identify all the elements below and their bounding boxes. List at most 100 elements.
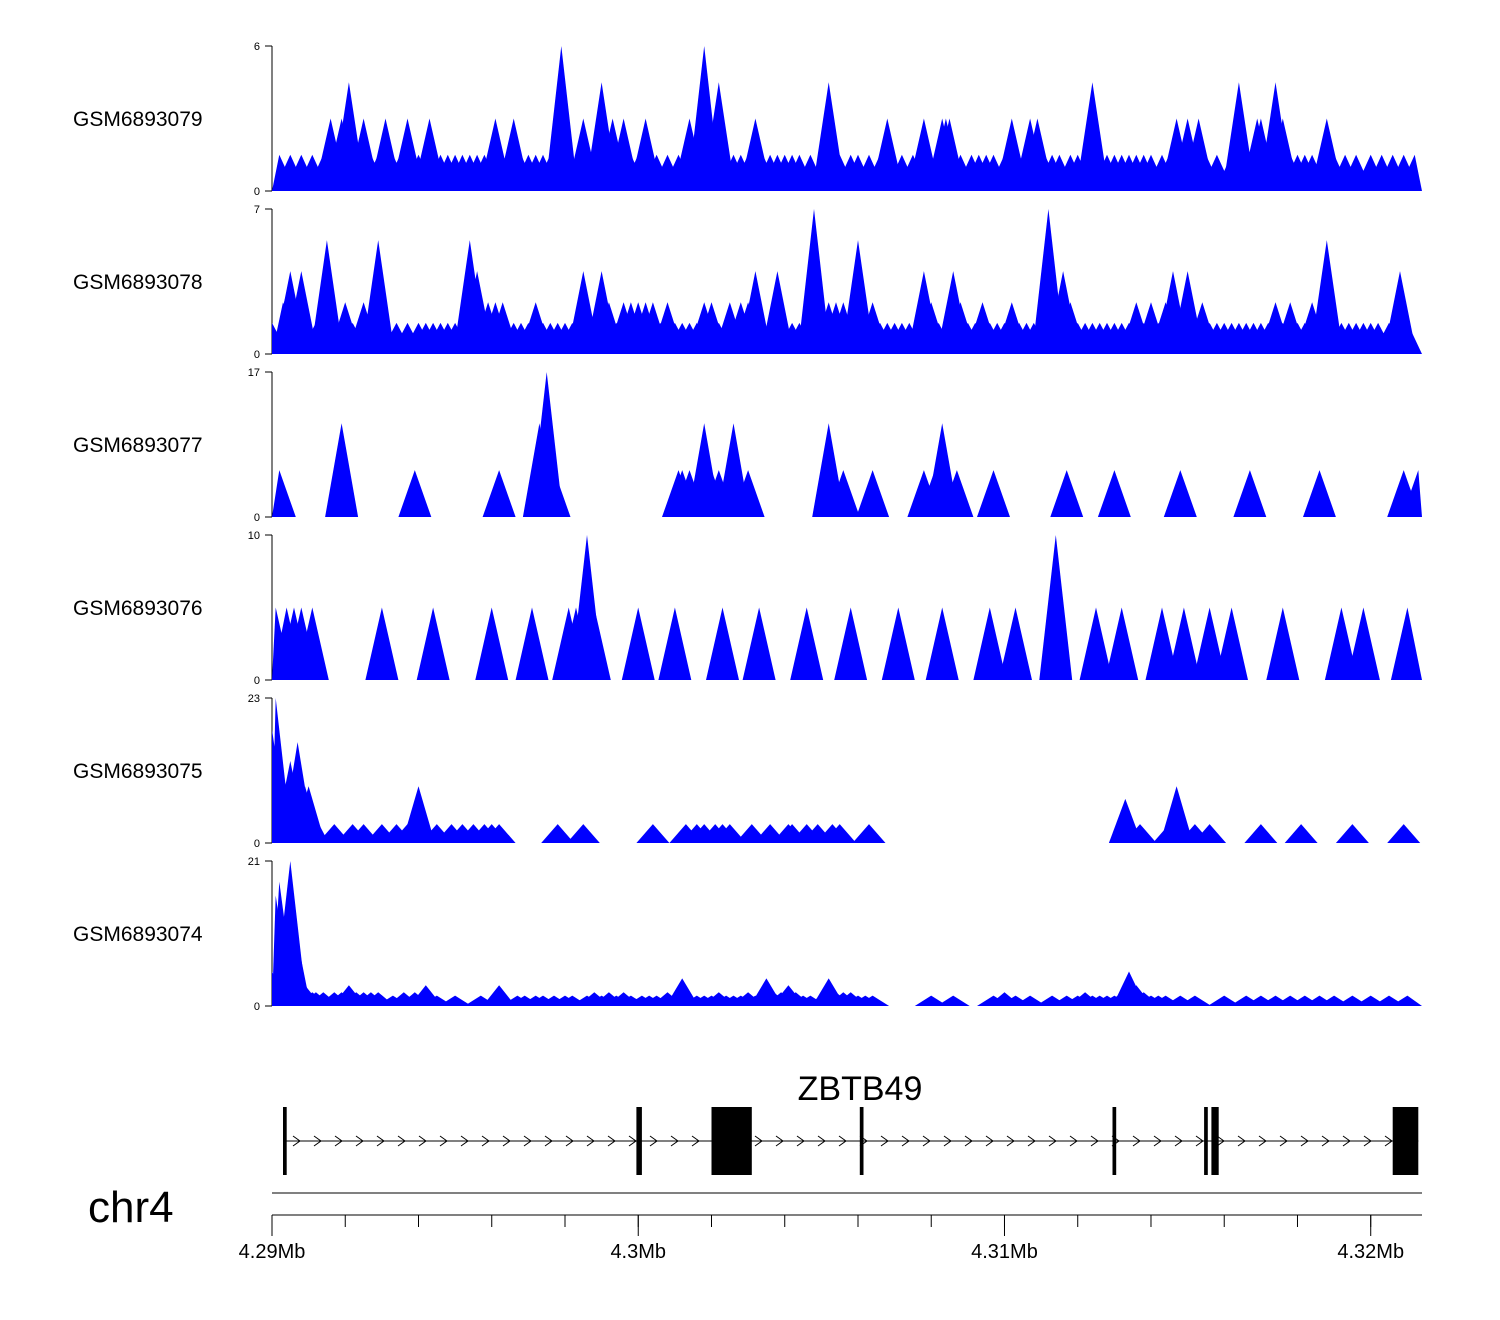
gene-exon xyxy=(636,1107,642,1175)
strand-arrow xyxy=(481,1135,490,1147)
strand-arrow xyxy=(880,1135,889,1147)
track-label: GSM6893075 xyxy=(73,760,203,783)
strand-arrow xyxy=(334,1135,343,1147)
x-axis-tick-label: 4.31Mb xyxy=(971,1241,1038,1263)
gene-name: ZBTB49 xyxy=(798,1070,923,1108)
coverage-area xyxy=(272,209,1422,354)
coverage-peak xyxy=(1390,995,1422,1006)
strand-arrow xyxy=(796,1135,805,1147)
coverage-peak xyxy=(365,607,399,680)
strand-arrow xyxy=(943,1135,952,1147)
strand-arrow xyxy=(817,1135,826,1147)
coverage-peak xyxy=(482,985,516,1006)
coverage-peak xyxy=(823,824,857,843)
coverage-peak xyxy=(566,824,600,843)
y-axis-max-label: 10 xyxy=(248,530,260,542)
strand-arrow xyxy=(1132,1135,1141,1147)
coverage-peak xyxy=(834,607,868,680)
coverage-peak xyxy=(1390,322,1422,354)
y-axis-min-label: 0 xyxy=(254,349,260,361)
strand-arrow xyxy=(964,1135,973,1147)
strand-arrow xyxy=(922,1135,931,1147)
coverage-peak xyxy=(1145,607,1179,680)
coverage-peak xyxy=(416,607,450,680)
track-gsm6893075: GSM6893075 23 0 xyxy=(73,693,1421,850)
coverage-peak xyxy=(1387,824,1421,843)
gene-exon xyxy=(711,1107,752,1175)
strand-arrow xyxy=(1195,1135,1204,1147)
strand-arrow xyxy=(775,1135,784,1147)
strand-arrow xyxy=(292,1135,301,1147)
coverage-peak xyxy=(1167,607,1201,680)
coverage-peak xyxy=(1039,535,1073,680)
y-axis-max-label: 6 xyxy=(254,41,260,53)
strand-arrow xyxy=(1384,1135,1393,1147)
coverage-peak xyxy=(856,995,890,1006)
strand-arrow xyxy=(1006,1135,1015,1147)
track-gsm6893079: GSM6893079 6 0 xyxy=(73,41,1422,198)
y-axis-min-label: 0 xyxy=(254,512,260,524)
y-axis-min-label: 0 xyxy=(254,186,260,198)
coverage-peak xyxy=(826,470,860,517)
coverage-peak xyxy=(977,470,1010,517)
gene-exon xyxy=(1392,1107,1419,1175)
coverage-peak xyxy=(295,811,329,843)
coverage-peak xyxy=(1244,824,1278,843)
coverage-peak xyxy=(621,607,655,680)
gene-exon xyxy=(859,1107,864,1175)
coverage-peak xyxy=(658,607,692,680)
coverage-peak xyxy=(1335,824,1369,843)
strand-arrow xyxy=(1216,1135,1225,1147)
coverage-peak xyxy=(1160,786,1194,843)
coverage-peak xyxy=(636,824,670,843)
strand-arrow xyxy=(565,1135,574,1147)
gene-track: ZBTB49 xyxy=(282,1070,1419,1175)
track-label: GSM6893074 xyxy=(73,923,203,946)
coverage-peak xyxy=(515,607,549,680)
strand-arrow xyxy=(607,1135,616,1147)
coverage-peak xyxy=(577,607,611,680)
coverage-peak xyxy=(482,824,516,843)
strand-arrow xyxy=(544,1135,553,1147)
y-axis-max-label: 17 xyxy=(248,367,260,379)
coverage-peak xyxy=(1105,607,1139,680)
coverage-peak xyxy=(999,607,1032,680)
coverage-peak xyxy=(272,470,296,517)
coverage-area xyxy=(272,698,1421,843)
coverage-peak xyxy=(742,607,776,680)
strand-arrow xyxy=(838,1135,847,1147)
gene-exon xyxy=(1112,1107,1117,1175)
coverage-peak xyxy=(1303,470,1336,517)
strand-arrow xyxy=(355,1135,364,1147)
coverage-peak xyxy=(790,607,824,680)
coverage-peak xyxy=(482,470,516,517)
coverage-peak xyxy=(1401,470,1422,517)
coverage-peak xyxy=(881,607,915,680)
coverage-peak xyxy=(1207,995,1241,1006)
x-axis-tick-label: 4.3Mb xyxy=(610,1241,666,1263)
strand-arrow xyxy=(901,1135,910,1147)
strand-arrow xyxy=(502,1135,511,1147)
x-axis-tick-label: 4.32Mb xyxy=(1337,1241,1404,1263)
coverage-area xyxy=(272,372,1422,517)
coverage-area xyxy=(272,861,1422,1006)
coverage-peak xyxy=(1284,824,1318,843)
y-axis-min-label: 0 xyxy=(254,675,260,687)
coverage-peak xyxy=(1346,607,1380,680)
strand-arrow xyxy=(1027,1135,1036,1147)
x-axis-tick-label: 4.29Mb xyxy=(239,1241,306,1263)
gene-exon xyxy=(1211,1107,1219,1175)
strand-arrow xyxy=(1174,1135,1183,1147)
coverage-peak xyxy=(295,607,329,680)
strand-arrow xyxy=(1090,1135,1099,1147)
strand-arrow xyxy=(1237,1135,1246,1147)
track-label: GSM6893076 xyxy=(73,597,203,620)
strand-arrow xyxy=(397,1135,406,1147)
coverage-peak xyxy=(541,824,575,843)
coverage-peak xyxy=(398,470,432,517)
coverage-peak xyxy=(1097,470,1131,517)
y-axis-max-label: 21 xyxy=(248,856,260,868)
coverage-peak xyxy=(310,240,344,354)
coverage-peak xyxy=(1215,607,1248,680)
